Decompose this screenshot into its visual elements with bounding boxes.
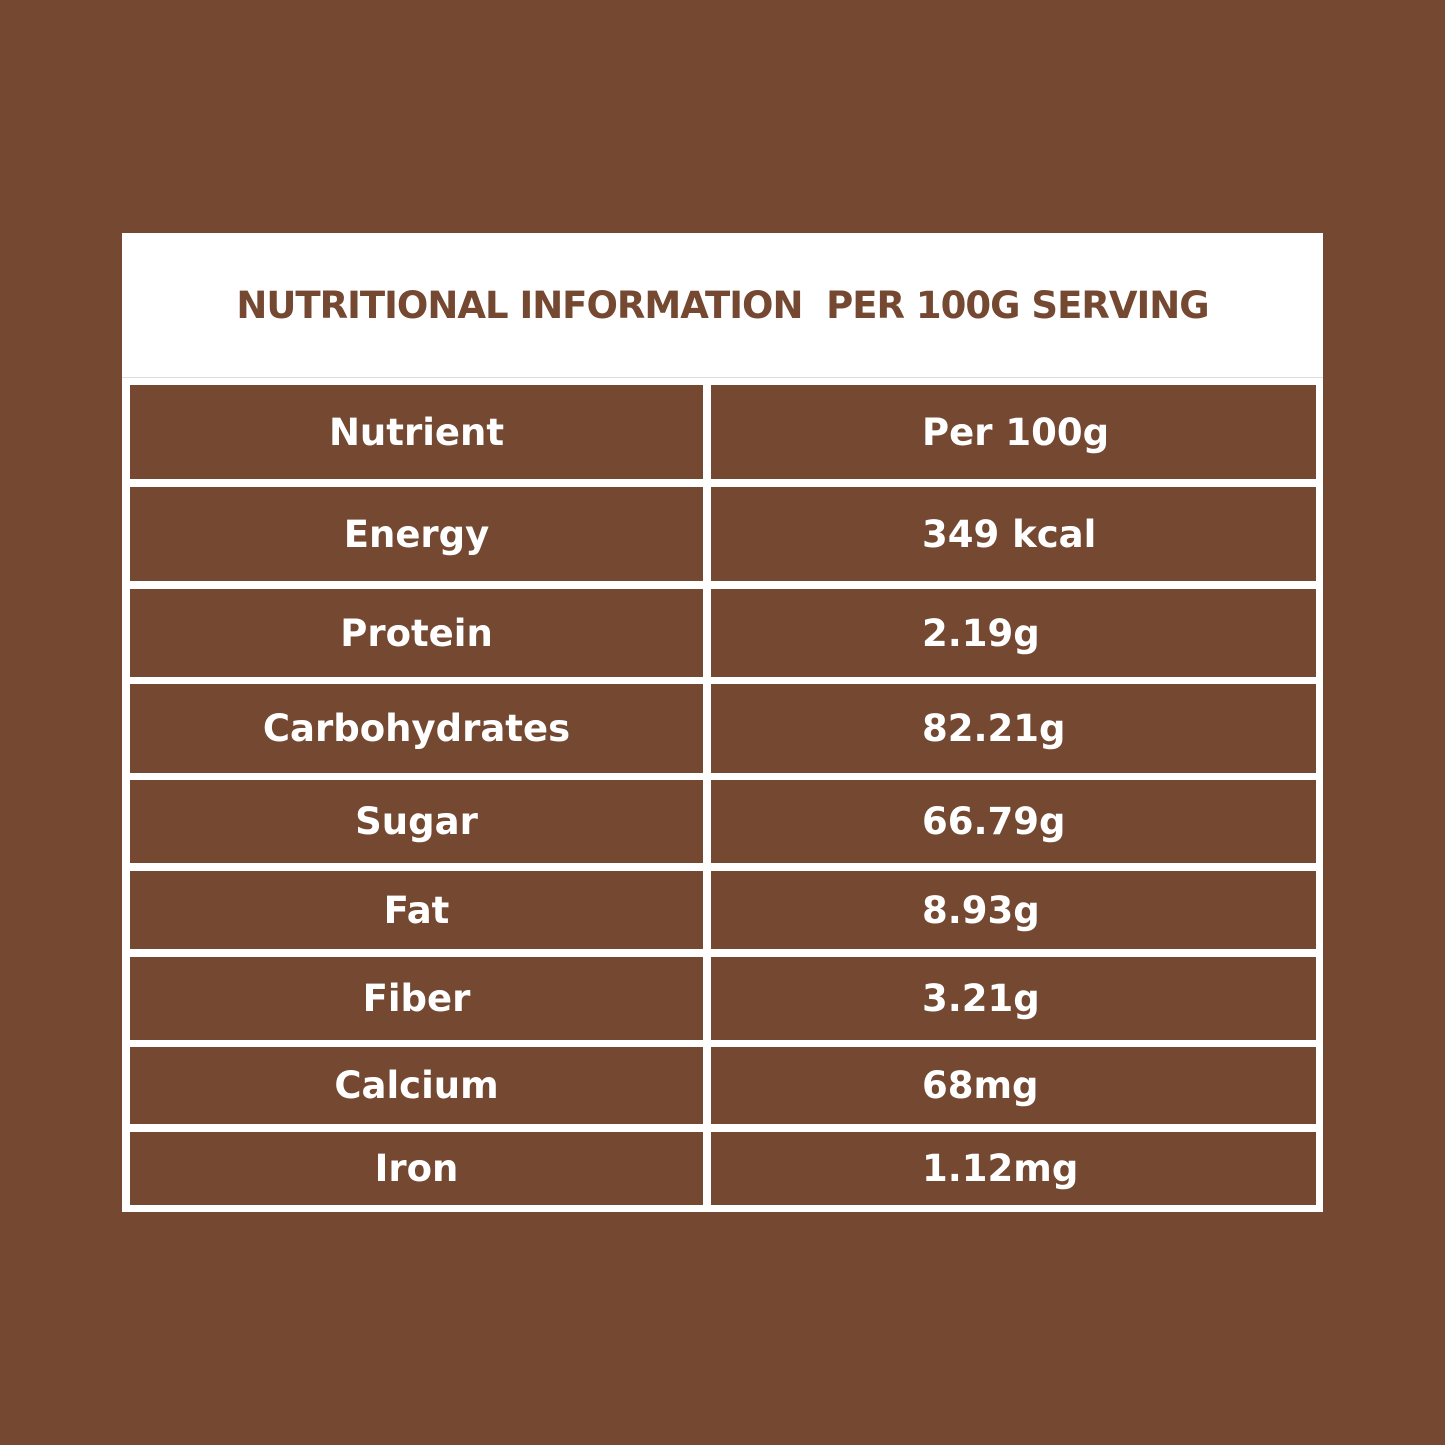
nutrient-value: 349 kcal [711, 487, 1316, 581]
nutrient-name: Protein [130, 589, 703, 677]
column-header: Nutrient [130, 385, 703, 479]
nutrient-name: Energy [130, 487, 703, 581]
nutrient-name: Sugar [130, 780, 703, 863]
nutrient-value: 1.12mg [711, 1132, 1316, 1205]
nutrient-value: 68mg [711, 1047, 1316, 1124]
nutrient-value: 82.21g [711, 684, 1316, 773]
nutrient-name: Calcium [130, 1047, 703, 1124]
title: NUTRITIONAL INFORMATION PER 100G SERVING [122, 233, 1323, 378]
nutrient-name: Fat [130, 871, 703, 949]
nutrient-value: 3.21g [711, 957, 1316, 1040]
nutrient-value: 8.93g [711, 871, 1316, 949]
column-header: Per 100g [711, 385, 1316, 479]
nutrient-value: 66.79g [711, 780, 1316, 863]
nutrient-name: Fiber [130, 957, 703, 1040]
nutrient-name: Iron [130, 1132, 703, 1205]
nutrient-name: Carbohydrates [130, 684, 703, 773]
nutrition-card: NUTRITIONAL INFORMATION PER 100G SERVING… [122, 233, 1323, 1212]
nutrient-value: 2.19g [711, 589, 1316, 677]
